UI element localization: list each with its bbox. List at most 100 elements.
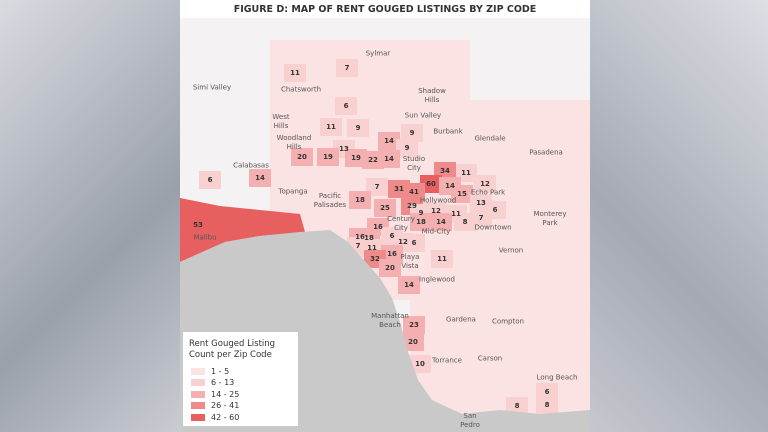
place-label: Echo Park [470, 188, 506, 197]
zip-count-label: 12 [431, 207, 441, 215]
zip-count-label: 13 [476, 199, 486, 207]
place-label: Woodland Hills [276, 134, 312, 151]
place-label: Simi Valley [192, 83, 232, 92]
zip-region-malibu [180, 198, 305, 262]
zip-count-label: 15 [457, 190, 467, 198]
zip-count-label: 60 [426, 180, 436, 188]
zip-area [403, 234, 425, 252]
zip-count-label: 41 [409, 188, 419, 196]
zip-area [474, 175, 496, 193]
zip-area [347, 119, 369, 137]
zip-area [430, 213, 452, 231]
legend-swatch [191, 402, 205, 409]
zip-area [349, 191, 371, 209]
place-label: Century City [387, 215, 415, 232]
zip-area [374, 199, 396, 217]
background-left [0, 0, 180, 432]
zip-area [536, 396, 558, 414]
zip-count-label: 6 [343, 102, 349, 110]
zip-count-label: 8 [544, 401, 550, 409]
zip-count-label: 12 [480, 180, 490, 188]
zip-area [431, 250, 453, 268]
zip-count-label: 20 [297, 153, 307, 161]
place-label: West Hills [272, 113, 290, 130]
zip-area [401, 124, 423, 142]
place-label: Downtown [474, 223, 512, 232]
zip-count-label: 6 [411, 239, 417, 247]
zip-count-label: 14 [384, 137, 394, 145]
zip-count-label: 14 [445, 182, 455, 190]
zip-count-label: 18 [416, 218, 426, 226]
zip-area [335, 97, 357, 115]
place-label: Monterey Park [533, 210, 567, 227]
zip-count-label: 19 [351, 154, 361, 162]
place-label: Chatsworth [280, 85, 322, 94]
figure-title: FIGURE D: MAP OF RENT GOUGED LISTINGS BY… [180, 0, 590, 18]
legend-label: 14 - 25 [211, 389, 240, 399]
legend: Rent Gouged Listing Count per Zip Code 1… [183, 332, 298, 426]
zip-count-label: 16 [373, 223, 383, 231]
place-label: Compton [492, 317, 524, 326]
zip-count-label: 9 [409, 129, 415, 137]
zip-count-label: 11 [461, 169, 471, 177]
zip-count-label: 7 [374, 183, 380, 191]
zip-count-label: 6 [492, 206, 498, 214]
place-label: Topanga [278, 187, 308, 196]
legend-swatch [191, 390, 205, 398]
place-label: Playa Vista [400, 253, 420, 270]
zip-count-label: 18 [355, 196, 365, 204]
zip-count-label: 32 [370, 255, 380, 263]
place-label: Sylmar [365, 49, 391, 58]
legend-label: 26 - 41 [211, 401, 240, 410]
zip-area [451, 185, 473, 203]
zip-area [291, 148, 313, 166]
zip-count-label: 8 [514, 402, 520, 410]
zip-area [396, 139, 418, 157]
zip-count-label: 11 [367, 244, 377, 252]
zip-count-label: 34 [440, 167, 450, 175]
zip-area [320, 118, 342, 136]
zip-count-label: 6 [389, 232, 395, 240]
zip-count-label: 6 [544, 388, 550, 396]
zip-area [378, 132, 400, 150]
place-label: Shadow Hills [418, 87, 446, 104]
place-label: Vernon [498, 246, 524, 255]
zip-count-label: 14 [384, 155, 394, 163]
zip-area [345, 149, 367, 167]
place-label: Sun Valley [404, 111, 442, 120]
zip-count-label: 11 [451, 210, 461, 218]
place-label: Manhattan Beach [371, 312, 409, 329]
legend-item: 1 - 5 [191, 366, 229, 376]
legend-swatch [191, 413, 205, 421]
zip-count-label: 25 [380, 204, 390, 212]
place-label: Pasadena [529, 148, 563, 157]
zip-area [402, 333, 424, 351]
place-label: Mid-City [421, 227, 451, 236]
zip-area [378, 150, 400, 168]
place-label: Pacific Palisades [313, 192, 347, 209]
place-label: San Pedro [460, 412, 480, 429]
zip-count-label: 23 [409, 321, 419, 329]
zip-count-label: 11 [326, 123, 336, 131]
zip-count-label: 8 [462, 218, 468, 226]
zip-count-label: 6 [207, 176, 213, 184]
zip-area [379, 259, 401, 277]
zip-area [187, 216, 209, 234]
zip-count-label: 11 [290, 69, 300, 77]
zip-count-label: 53 [193, 221, 203, 229]
zip-area [317, 148, 339, 166]
zip-count-label: 19 [323, 153, 333, 161]
zip-count-label: 18 [364, 234, 374, 242]
zip-area [506, 397, 528, 415]
zip-area [403, 183, 425, 201]
place-label: Hollywood [419, 196, 457, 205]
zip-area [420, 175, 442, 193]
zip-area [199, 171, 221, 189]
zip-area [470, 209, 492, 227]
zip-area [336, 59, 358, 77]
zip-count-label: 14 [404, 281, 414, 289]
background-right [590, 0, 768, 432]
legend-item: 14 - 25 [191, 389, 239, 399]
zip-count-label: 11 [437, 255, 447, 263]
place-label: Torrance [432, 356, 462, 365]
